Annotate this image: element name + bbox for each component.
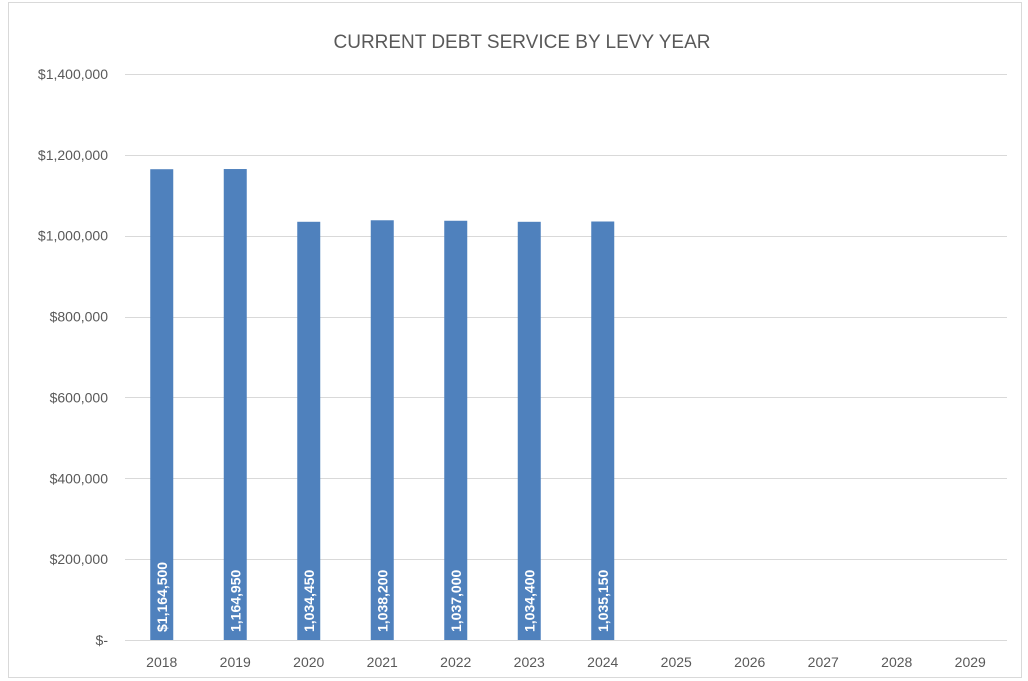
x-tick-label: 2021	[367, 654, 398, 670]
y-tick-label: $400,000	[50, 470, 109, 486]
x-tick-label: 2023	[514, 654, 545, 670]
x-tick-label: 2027	[808, 654, 839, 670]
y-tick-label: $600,000	[50, 389, 109, 405]
x-tick-label: 2019	[220, 654, 251, 670]
bar-data-label: $1,164,500	[154, 562, 170, 632]
chart-frame	[8, 2, 1022, 678]
bar	[150, 169, 174, 640]
bar	[370, 220, 394, 640]
y-axis-ticks: $- $200,000 $400,000 $600,000 $800,000 $1,000…	[38, 66, 108, 648]
bar-data-label: 1,034,450	[301, 570, 317, 632]
x-tick-label: 2022	[440, 654, 471, 670]
y-tick-label: $1,400,000	[38, 66, 108, 82]
bar-data-label: 1,164,950	[227, 570, 243, 632]
bars: $1,164,500 1,164,950 1,034,450 1,038,200 1,0…	[150, 169, 615, 641]
gridlines	[125, 74, 1007, 641]
chart-title: CURRENT DEBT SERVICE BY LEVY YEAR	[334, 32, 711, 53]
bar	[297, 221, 321, 641]
x-tick-label: 2018	[146, 654, 177, 670]
bar	[591, 221, 615, 640]
bar-data-label: 1,037,000	[448, 570, 464, 632]
bar-data-label: 1,034,400	[521, 570, 537, 632]
bar-data-label: 1,035,150	[595, 570, 611, 632]
x-tick-label: 2024	[587, 654, 618, 670]
y-tick-label: $1,000,000	[38, 228, 108, 244]
y-tick-label: $1,200,000	[38, 147, 108, 163]
x-tick-label: 2026	[734, 654, 765, 670]
y-tick-label: $-	[96, 632, 109, 648]
x-tick-label: 2028	[881, 654, 912, 670]
x-tick-label: 2025	[661, 654, 692, 670]
y-tick-label: $200,000	[50, 551, 109, 567]
y-tick-label: $800,000	[50, 309, 109, 325]
x-tick-label: 2029	[955, 654, 986, 670]
bar	[444, 220, 468, 640]
x-tick-label: 2020	[293, 654, 324, 670]
bar-data-label: 1,038,200	[374, 570, 390, 632]
bar	[517, 221, 541, 640]
bar	[223, 169, 247, 641]
x-axis-ticks: 2018 2019 2020 2021 2022 2023 2024 2025 2026 2027…	[146, 654, 986, 670]
